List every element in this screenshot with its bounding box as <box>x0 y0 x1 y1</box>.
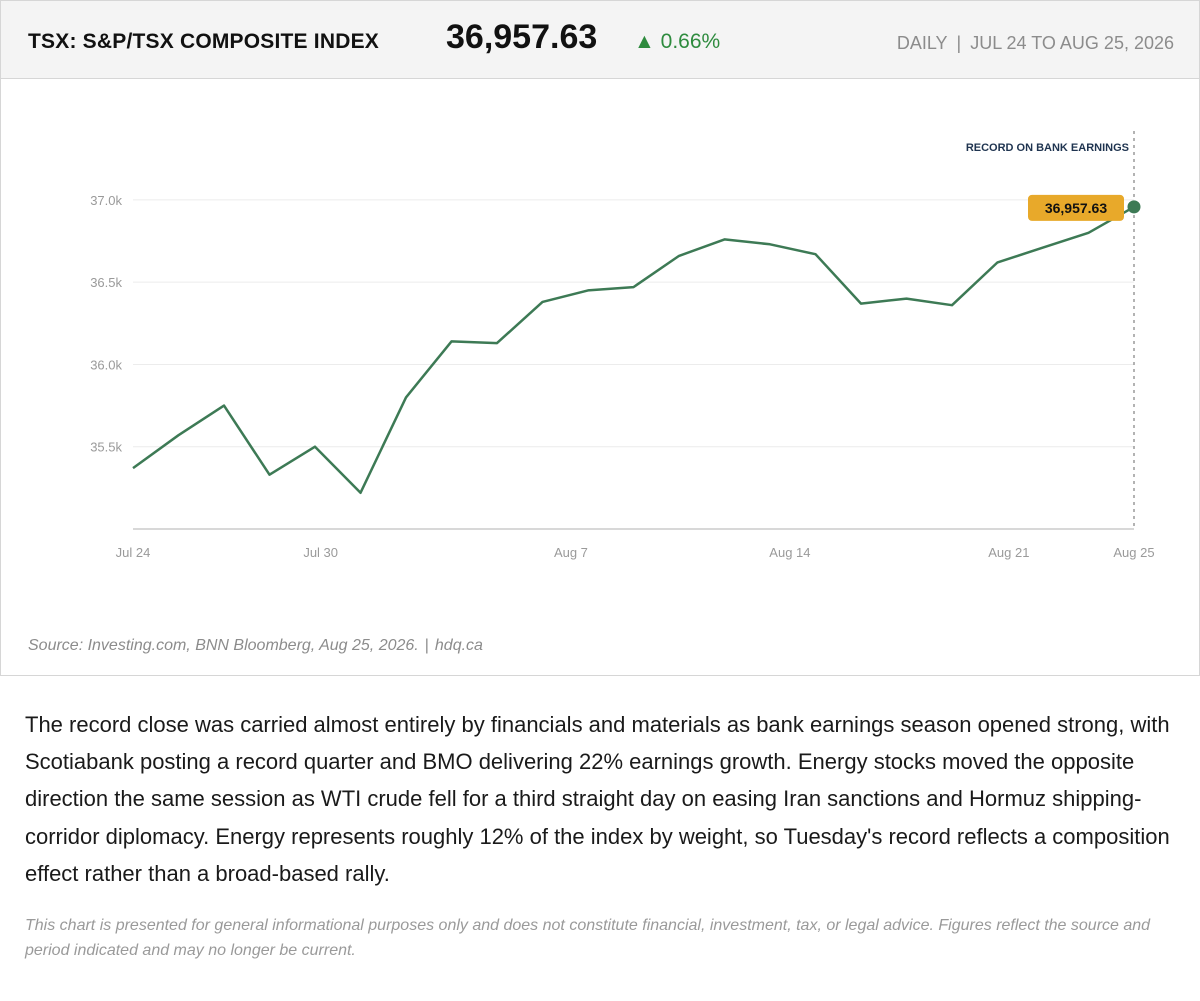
y-tick-label: 37.0k <box>90 193 122 208</box>
commentary-paragraph: The record close was carried almost enti… <box>25 712 1170 886</box>
date-range: JUL 24 TO AUG 25, 2026 <box>970 33 1174 53</box>
index-value: 36,957.63 <box>446 18 598 56</box>
chart-header: TSX: S&P/TSX COMPOSITE INDEX 36,957.63 ▲… <box>1 1 1199 79</box>
x-tick-label: Jul 24 <box>116 545 151 560</box>
frequency-label: DAILY <box>896 33 948 53</box>
source-site: hdq.ca <box>434 637 483 654</box>
record-annotation: RECORD ON BANK EARNINGS <box>966 142 1129 154</box>
disclaimer-text: This chart is presented for general info… <box>25 917 1151 959</box>
value-callout-label: 36,957.63 <box>1045 200 1107 216</box>
x-tick-label: Aug 7 <box>554 545 588 560</box>
y-tick-label: 35.5k <box>90 440 122 455</box>
source-text: Source: Investing.com, BNN Bloomberg, Au… <box>28 637 419 654</box>
x-tick-label: Aug 14 <box>769 545 810 560</box>
x-tick-label: Jul 30 <box>303 545 338 560</box>
period-separator: | <box>956 33 962 53</box>
y-tick-label: 36.0k <box>90 357 122 372</box>
y-tick-label: 36.5k <box>90 275 122 290</box>
series-line <box>132 205 1135 495</box>
index-title: TSX: S&P/TSX COMPOSITE INDEX <box>28 30 379 53</box>
record-point <box>1127 200 1141 214</box>
period-info: DAILY | JUL 24 TO AUG 25, 2026 <box>897 33 1174 54</box>
index-change: ▲ 0.66% <box>634 30 720 54</box>
gridlines <box>133 199 1134 448</box>
line-chart: 35.5k 36.0k 36.5k 37.0k Jul 24 Jul 30 Aug 7 Au… <box>90 131 1155 560</box>
change-percent: 0.66% <box>660 30 721 53</box>
data-points <box>1127 200 1141 214</box>
y-axis-ticks: 35.5k 36.0k 36.5k 37.0k <box>90 193 122 455</box>
up-arrow-icon: ▲ <box>634 30 655 53</box>
x-axis-ticks: Jul 24 Jul 30 Aug 7 Aug 14 Aug 21 Aug 25 <box>116 545 1155 560</box>
source-line: Source: Investing.com, BNN Bloomberg, Au… <box>28 637 483 655</box>
value-callout <box>1028 194 1124 221</box>
chart-card: TSX: S&P/TSX COMPOSITE INDEX 36,957.63 ▲… <box>0 0 1200 676</box>
x-tick-label: Aug 25 <box>1113 545 1154 560</box>
source-separator: | <box>424 637 429 654</box>
x-tick-label: Aug 21 <box>988 545 1029 560</box>
